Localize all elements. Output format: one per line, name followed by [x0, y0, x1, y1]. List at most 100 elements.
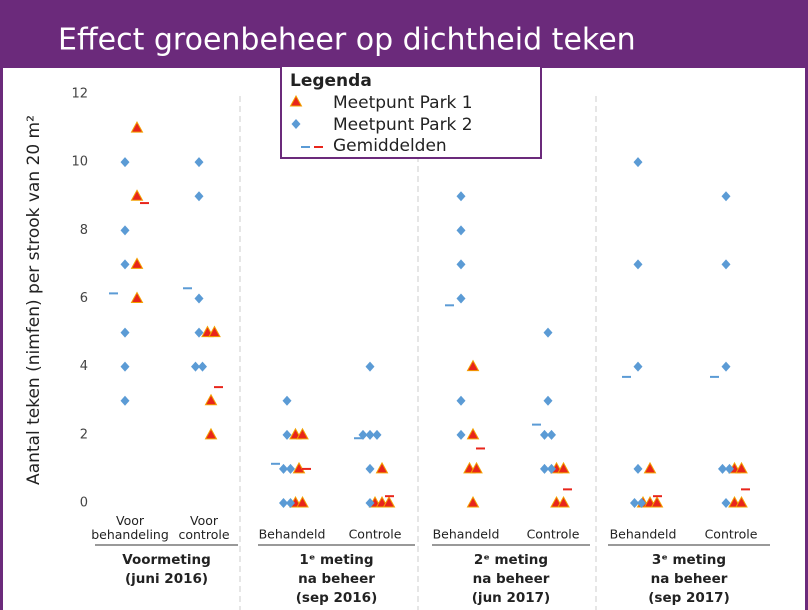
- point: [543, 327, 553, 338]
- point: [456, 293, 466, 304]
- point: [543, 395, 553, 406]
- category-label: Behandeld: [610, 527, 677, 542]
- y-axis-label: Aantal teken (nimfen) per strook van 20 …: [24, 115, 44, 485]
- point: [540, 463, 549, 474]
- legend: Legenda Gemiddelden Meetpunt Park 1Meetp…: [280, 65, 542, 159]
- right-border: [805, 0, 808, 610]
- point: [633, 157, 643, 168]
- title-bar: [0, 0, 808, 68]
- point: [643, 461, 657, 474]
- point: [650, 495, 664, 508]
- point: [204, 427, 218, 440]
- group-label: 1ᵉ meting: [299, 552, 373, 568]
- y-tick-label: 0: [80, 496, 88, 511]
- category-label: Voor controle: [178, 513, 229, 542]
- point: [130, 291, 144, 303]
- point: [286, 463, 295, 474]
- legend-marker: [289, 94, 303, 107]
- point: [470, 461, 483, 474]
- legend-title: Legenda: [290, 71, 372, 91]
- point: [633, 259, 643, 270]
- point: [194, 327, 204, 338]
- point: [204, 393, 218, 406]
- point: [557, 495, 570, 508]
- y-tick-label: 2: [80, 427, 88, 442]
- legend-label: Meetpunt Park 2: [333, 115, 473, 135]
- group-label: (sep 2017): [648, 590, 729, 606]
- point: [456, 191, 466, 202]
- point: [194, 191, 204, 202]
- legend-label: Meetpunt Park 1: [333, 93, 473, 113]
- point: [194, 157, 204, 168]
- point: [191, 361, 200, 372]
- point: [456, 395, 466, 406]
- point: [557, 461, 570, 474]
- point: [456, 429, 466, 440]
- left-border: [0, 0, 3, 610]
- point: [120, 225, 130, 236]
- point: [466, 359, 480, 372]
- y-tick-label: 6: [80, 291, 88, 306]
- category-label: Behandeld: [259, 527, 326, 542]
- group-label: na beheer: [651, 571, 728, 587]
- point: [286, 498, 295, 508]
- point: [735, 461, 748, 474]
- point: [292, 461, 306, 474]
- point: [120, 361, 130, 372]
- category-label: Controle: [705, 527, 758, 542]
- group-label: na beheer: [473, 571, 550, 587]
- category-label: Controle: [349, 527, 402, 542]
- point: [282, 395, 292, 406]
- point: [633, 361, 643, 372]
- point: [120, 395, 130, 406]
- point: [279, 463, 288, 474]
- legend-box: [280, 65, 542, 159]
- legend-label: Gemiddelden: [333, 136, 447, 156]
- point: [120, 157, 130, 168]
- legend-marker: [291, 119, 301, 129]
- point: [130, 189, 144, 201]
- chart-title: Effect groenbeheer op dichtheid teken: [58, 23, 636, 58]
- point: [382, 495, 396, 508]
- point: [637, 498, 646, 508]
- group-label: 2ᵉ meting: [474, 552, 548, 568]
- point: [198, 361, 207, 372]
- y-tick-label: 10: [71, 155, 88, 170]
- point: [282, 429, 292, 440]
- point: [296, 495, 309, 508]
- category-label: Behandeld: [433, 527, 500, 542]
- group-label: Voormeting: [122, 552, 211, 568]
- point: [718, 463, 727, 474]
- point: [721, 259, 731, 270]
- point: [721, 191, 731, 202]
- point: [466, 495, 480, 508]
- point: [279, 498, 288, 508]
- point: [735, 495, 748, 508]
- y-tick-label: 8: [80, 223, 88, 238]
- point: [365, 361, 375, 372]
- y-tick-label: 4: [80, 359, 88, 374]
- point: [120, 259, 130, 270]
- point: [540, 429, 549, 440]
- point: [633, 463, 643, 474]
- point: [130, 257, 144, 269]
- point: [456, 259, 466, 270]
- point: [456, 225, 466, 236]
- group-label: (juni 2016): [125, 571, 208, 587]
- plot: 0 2 4 6 8 10 12 Voor behandeling Voor controle Beha…: [71, 87, 770, 610]
- point: [208, 325, 221, 338]
- point: [365, 463, 375, 474]
- point: [725, 463, 734, 474]
- group-label: (jun 2017): [472, 590, 550, 606]
- point: [365, 498, 375, 508]
- group-label: 3ᵉ meting: [652, 552, 726, 568]
- group-label: na beheer: [298, 571, 375, 587]
- point: [721, 361, 731, 372]
- point: [296, 427, 309, 440]
- point: [375, 461, 389, 474]
- point: [194, 293, 204, 304]
- point: [721, 498, 731, 508]
- point: [466, 427, 480, 440]
- category-label: Controle: [527, 527, 580, 542]
